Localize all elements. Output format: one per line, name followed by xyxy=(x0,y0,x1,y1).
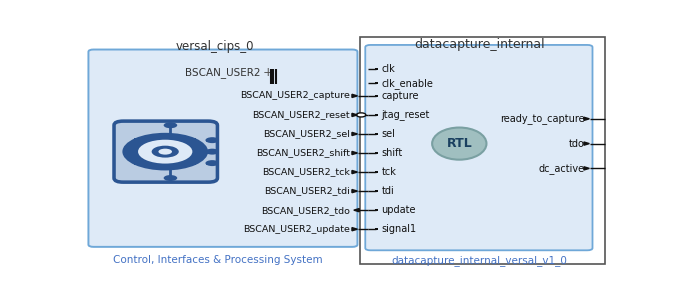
Text: sel: sel xyxy=(381,129,396,139)
Text: clk_enable: clk_enable xyxy=(381,78,433,89)
Circle shape xyxy=(123,133,208,170)
Circle shape xyxy=(138,140,192,164)
Text: jtag_reset: jtag_reset xyxy=(381,109,430,120)
Text: ready_to_capture: ready_to_capture xyxy=(500,113,584,124)
Text: datacapture_internal: datacapture_internal xyxy=(414,38,545,52)
FancyBboxPatch shape xyxy=(365,45,592,250)
Polygon shape xyxy=(352,113,357,117)
FancyBboxPatch shape xyxy=(195,149,207,154)
Polygon shape xyxy=(584,142,589,145)
Circle shape xyxy=(357,113,366,117)
FancyBboxPatch shape xyxy=(124,149,135,154)
FancyBboxPatch shape xyxy=(375,68,378,70)
Text: tdi: tdi xyxy=(381,186,394,196)
Text: update: update xyxy=(381,205,416,215)
Text: BSCAN_USER2_sel: BSCAN_USER2_sel xyxy=(264,129,350,139)
FancyBboxPatch shape xyxy=(134,138,146,143)
FancyBboxPatch shape xyxy=(185,160,196,165)
Circle shape xyxy=(206,160,219,166)
Polygon shape xyxy=(352,170,357,174)
Circle shape xyxy=(158,149,172,155)
Ellipse shape xyxy=(432,128,487,160)
FancyBboxPatch shape xyxy=(375,190,378,192)
Text: BSCAN_USER2_tdi: BSCAN_USER2_tdi xyxy=(264,187,350,195)
FancyBboxPatch shape xyxy=(375,133,378,135)
Text: capture: capture xyxy=(381,91,419,101)
FancyBboxPatch shape xyxy=(159,134,171,139)
Text: BSCAN_USER2: BSCAN_USER2 xyxy=(185,67,260,78)
Text: signal1: signal1 xyxy=(381,224,417,234)
FancyBboxPatch shape xyxy=(375,152,378,154)
Polygon shape xyxy=(352,228,357,231)
Text: BSCAN_USER2_capture: BSCAN_USER2_capture xyxy=(240,91,350,100)
Circle shape xyxy=(206,137,219,143)
Text: clk: clk xyxy=(381,64,395,74)
Text: RTL: RTL xyxy=(446,137,472,150)
Polygon shape xyxy=(352,94,357,97)
Text: tdo: tdo xyxy=(569,139,584,149)
FancyBboxPatch shape xyxy=(134,160,146,165)
Text: Control, Interfaces & Processing System: Control, Interfaces & Processing System xyxy=(113,255,322,265)
Polygon shape xyxy=(352,132,357,136)
FancyBboxPatch shape xyxy=(375,171,378,173)
FancyBboxPatch shape xyxy=(88,49,357,247)
FancyBboxPatch shape xyxy=(375,95,378,97)
Polygon shape xyxy=(354,209,359,212)
Polygon shape xyxy=(584,167,589,170)
Circle shape xyxy=(206,149,219,155)
Text: shift: shift xyxy=(381,148,403,158)
Polygon shape xyxy=(352,151,357,155)
Text: BSCAN_USER2_tck: BSCAN_USER2_tck xyxy=(262,167,350,176)
Text: BSCAN_USER2_shift: BSCAN_USER2_shift xyxy=(256,148,350,158)
Text: BSCAN_USER2_reset: BSCAN_USER2_reset xyxy=(253,111,350,119)
Polygon shape xyxy=(352,190,357,193)
FancyBboxPatch shape xyxy=(185,138,196,143)
Circle shape xyxy=(164,122,177,128)
Text: versal_cips_0: versal_cips_0 xyxy=(176,40,254,52)
Text: tck: tck xyxy=(381,167,396,177)
FancyBboxPatch shape xyxy=(375,114,378,116)
FancyBboxPatch shape xyxy=(159,165,171,170)
FancyBboxPatch shape xyxy=(375,228,378,230)
Text: BSCAN_USER2_update: BSCAN_USER2_update xyxy=(243,225,350,234)
Polygon shape xyxy=(584,117,589,120)
FancyBboxPatch shape xyxy=(114,121,218,182)
Text: +: + xyxy=(263,66,274,80)
Bar xyxy=(360,37,605,264)
Text: datacapture_internal_versal_v1_0: datacapture_internal_versal_v1_0 xyxy=(391,255,567,266)
Text: dc_active: dc_active xyxy=(539,163,584,174)
Circle shape xyxy=(164,175,177,181)
FancyBboxPatch shape xyxy=(375,209,378,211)
Circle shape xyxy=(152,146,179,158)
FancyBboxPatch shape xyxy=(375,82,378,84)
Text: BSCAN_USER2_tdo: BSCAN_USER2_tdo xyxy=(262,206,350,215)
